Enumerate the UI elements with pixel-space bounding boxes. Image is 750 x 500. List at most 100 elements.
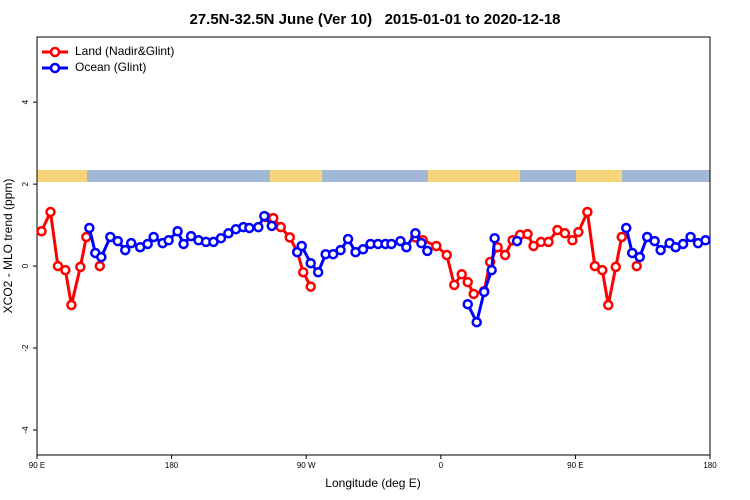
chart-title: 27.5N-32.5N June (Ver 10) 2015-01-01 to …: [189, 11, 560, 28]
data-point: [52, 260, 64, 272]
data-point: [342, 233, 354, 245]
land-band: [37, 170, 87, 182]
data-point: [36, 225, 47, 237]
data-point: [223, 228, 234, 239]
data-point: [259, 210, 270, 222]
data-point: [616, 231, 628, 243]
land-band: [428, 170, 520, 182]
data-point: [81, 231, 92, 243]
data-point: [471, 316, 482, 328]
y-tick-label: 2: [21, 181, 30, 186]
data-point: [94, 260, 106, 272]
series-line: [41, 212, 636, 305]
data-point: [449, 279, 460, 291]
ocean-band: [37, 170, 710, 182]
data-point: [603, 299, 614, 311]
data-point: [172, 225, 183, 237]
x-tick-label: 90 E: [567, 461, 583, 470]
data-point: [297, 266, 309, 278]
data-point: [119, 244, 131, 256]
data-point: [499, 249, 511, 261]
data-point: [511, 235, 523, 247]
legend-label: Ocean (Glint): [75, 60, 146, 74]
data-point: [559, 228, 571, 239]
data-point: [75, 261, 86, 273]
data-point: [96, 251, 107, 263]
data-point: [178, 238, 189, 250]
data-point: [597, 264, 608, 276]
data-point: [305, 257, 316, 269]
data-point: [284, 232, 295, 243]
y-axis-label: XCO2 - MLO trend (ppm): [1, 179, 15, 314]
x-axis-label: Longitude (deg E): [325, 476, 420, 490]
data-point: [357, 244, 369, 255]
data-point: [275, 221, 287, 233]
data-point: [631, 260, 642, 272]
data-point: [431, 240, 442, 252]
data-point: [641, 231, 653, 243]
land-band: [576, 170, 622, 182]
data-point: [610, 261, 622, 273]
data-point: [312, 266, 324, 278]
data-point: [573, 226, 584, 238]
data-point: [296, 240, 307, 252]
y-tick-label: 0: [21, 263, 30, 268]
data-point: [620, 222, 632, 234]
land-ocean-band: [37, 170, 710, 182]
data-point: [60, 264, 71, 276]
data-point: [335, 244, 346, 256]
data-point: [456, 269, 467, 280]
data-point: [634, 251, 645, 263]
data-point: [66, 299, 77, 311]
data-point: [410, 228, 421, 239]
x-tick-label: 180: [703, 461, 717, 470]
data-point: [486, 264, 497, 276]
x-tick-label: 180: [165, 461, 179, 470]
data-point: [567, 235, 578, 246]
data-point: [215, 232, 227, 244]
data-point: [163, 235, 174, 246]
data-point: [441, 249, 453, 261]
land-band: [270, 170, 322, 182]
data-point: [125, 237, 137, 249]
x-tick-label: 90 E: [29, 461, 45, 470]
x-tick-label: 90 W: [297, 461, 316, 470]
data-point: [142, 238, 153, 250]
y-tick-label: -2: [21, 344, 30, 352]
data-point: [543, 236, 554, 248]
plot-frame: [36, 36, 711, 456]
data-point: [148, 231, 159, 243]
data-point: [468, 288, 479, 300]
data-point: [105, 231, 116, 243]
data-point: [266, 220, 278, 232]
data-point: [589, 260, 601, 272]
data-point: [489, 232, 500, 244]
data-point: [185, 230, 197, 242]
data-point: [462, 276, 473, 288]
data-point: [401, 241, 412, 253]
data-point: [478, 286, 490, 298]
data-point: [528, 240, 539, 252]
y-tick-label: 4: [21, 99, 30, 104]
data-point: [700, 235, 711, 246]
data-point: [327, 248, 339, 260]
data-point: [655, 244, 666, 256]
data-point: [462, 298, 473, 310]
data-point: [112, 235, 124, 247]
data-point: [45, 206, 56, 218]
x-tick-label: 0: [439, 461, 444, 470]
data-point: [582, 206, 593, 218]
legend-marker: [49, 62, 61, 74]
data-point: [626, 247, 638, 259]
data-point: [677, 238, 689, 250]
data-point: [422, 245, 433, 257]
data-point: [253, 221, 264, 233]
data-point: [395, 235, 406, 247]
y-tick-label: -4: [21, 426, 30, 434]
data-point: [84, 222, 95, 234]
data-point: [416, 237, 427, 249]
data-point: [522, 228, 533, 240]
data-point: [386, 238, 397, 250]
data-point: [685, 231, 696, 243]
